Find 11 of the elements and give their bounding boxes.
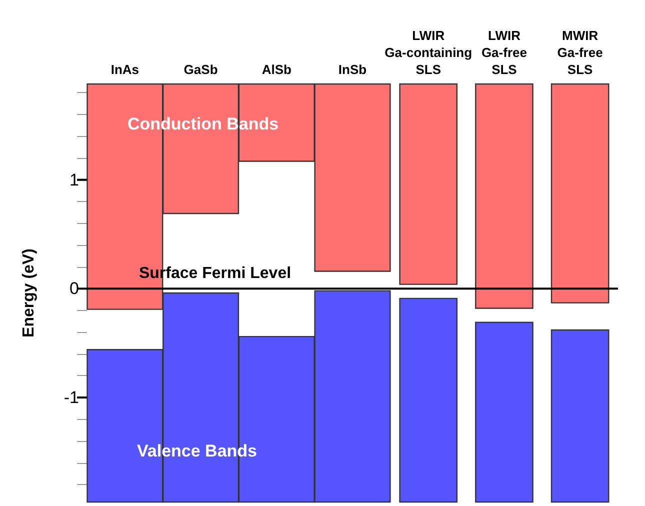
y-tick-label: 0 <box>70 279 79 298</box>
x-tick-label: LWIR Ga-free SLS <box>481 28 527 77</box>
y-tick-label: -1 <box>64 388 79 407</box>
x-tick-label: GaSb <box>184 62 218 77</box>
y-axis-title: Energy (eV) <box>20 248 38 338</box>
x-tick-label: InSb <box>338 62 367 77</box>
x-tick-label: LWIR Ga-containing SLS <box>384 28 472 77</box>
y-tick-label: 1 <box>70 170 79 190</box>
x-tick-label: MWIR Ga-free SLS <box>557 28 603 77</box>
x-tick-label: AlSb <box>262 62 292 77</box>
x-tick-label: InAs <box>110 62 140 77</box>
